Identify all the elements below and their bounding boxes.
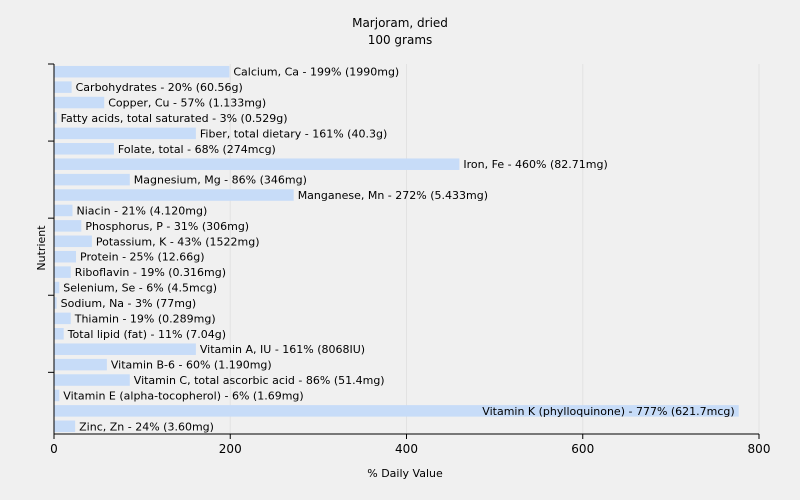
bar <box>54 312 71 325</box>
bar-label: Vitamin A, IU - 161% (8068IU) <box>200 343 365 356</box>
bar-label: Zinc, Zn - 24% (3.60mg) <box>79 420 214 433</box>
bar-label: Carbohydrates - 20% (60.56g) <box>76 81 243 94</box>
x-axis-ticks: 0 200 400 600 800 <box>50 434 770 456</box>
bar <box>54 81 72 93</box>
bar-label: Fiber, total dietary - 161% (40.3g) <box>200 127 387 140</box>
bar <box>54 343 196 355</box>
bar <box>54 250 77 263</box>
bar <box>54 189 294 201</box>
bar-label: Riboflavin - 19% (0.316mg) <box>75 266 226 279</box>
bar-label: Selenium, Se - 6% (4.5mcg) <box>63 282 217 295</box>
bar <box>54 158 460 170</box>
bar <box>54 266 71 278</box>
bar-label: Vitamin C, total ascorbic acid - 86% (51… <box>134 374 385 387</box>
bar-label: Protein - 25% (12.66g) <box>80 251 205 264</box>
chart-subtitle: 100 grams <box>368 33 433 47</box>
bar-label: Manganese, Mn - 272% (5.433mg) <box>298 189 488 202</box>
bar <box>54 143 114 155</box>
x-tick-label: 0 <box>50 442 58 456</box>
bar <box>54 374 130 386</box>
bar <box>54 96 105 109</box>
x-tick-label: 600 <box>571 442 594 456</box>
bar-label: Total lipid (fat) - 11% (7.04g) <box>67 328 226 341</box>
bar-label: Thiamin - 19% (0.289mg) <box>74 312 216 325</box>
x-tick-label: 800 <box>748 442 771 456</box>
bar-label: Phosphorus, P - 31% (306mg) <box>85 220 249 233</box>
x-axis-title: % Daily Value <box>367 467 443 480</box>
bar-label: Copper, Cu - 57% (1.133mg) <box>108 97 266 110</box>
bar-label: Vitamin B-6 - 60% (1.190mg) <box>111 359 272 372</box>
x-tick-label: 200 <box>219 442 242 456</box>
y-axis-title: Nutrient <box>35 225 48 271</box>
bars <box>54 65 739 433</box>
bar-label: Iron, Fe - 460% (82.71mg) <box>463 158 607 171</box>
bar <box>54 127 196 140</box>
bar <box>54 220 82 232</box>
bar <box>54 235 92 248</box>
y-axis-ticks <box>48 63 54 373</box>
bar <box>54 112 57 124</box>
bar-label: Fatty acids, total saturated - 3% (0.529… <box>61 112 288 125</box>
bar-label: Magnesium, Mg - 86% (346mg) <box>134 174 307 187</box>
bar-label: Calcium, Ca - 199% (1990mg) <box>233 66 399 79</box>
x-tick-label: 400 <box>395 442 418 456</box>
bar-label: Sodium, Na - 3% (77mg) <box>61 297 197 310</box>
bar <box>54 297 57 309</box>
bar <box>54 281 60 294</box>
bar <box>54 328 64 340</box>
bar <box>54 420 76 433</box>
bar <box>54 358 107 371</box>
bar-label: Potassium, K - 43% (1522mg) <box>96 235 260 248</box>
bar <box>54 405 739 417</box>
gridlines <box>229 64 760 434</box>
chart-title: Marjoram, dried <box>352 16 448 30</box>
bar <box>54 204 73 217</box>
bar-label: Folate, total - 68% (274mcg) <box>118 143 276 156</box>
bar-labels: Calcium, Ca - 199% (1990mg) Carbohydrates… <box>61 66 735 434</box>
bar-label: Vitamin E (alpha-tocopherol) - 6% (1.69m… <box>63 389 303 402</box>
bar <box>54 389 60 402</box>
bar-label: Vitamin K (phylloquinone) - 777% (621.7m… <box>482 405 734 418</box>
bar <box>54 65 230 78</box>
bar <box>54 173 130 186</box>
bar-label: Niacin - 21% (4.120mg) <box>77 204 208 217</box>
